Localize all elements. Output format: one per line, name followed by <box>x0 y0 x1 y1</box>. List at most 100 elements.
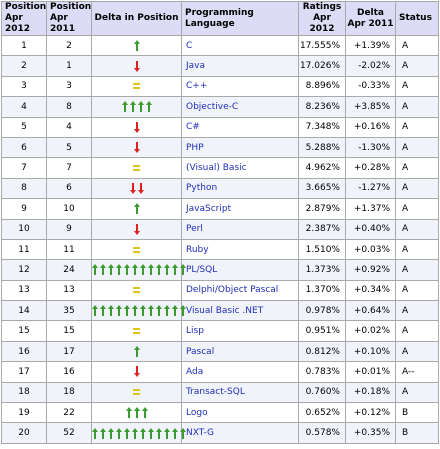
status-cell: A <box>395 34 439 57</box>
table-row: 2 1 Java 17.026% -2.02% A <box>1 55 439 77</box>
language-link[interactable]: Transact-SQL <box>181 381 299 404</box>
delta-icons <box>133 83 140 90</box>
delta-position-cell <box>91 75 182 98</box>
language-link[interactable]: C# <box>181 116 299 138</box>
delta-rating-cell: +3.85% <box>345 96 396 118</box>
table-row: 10 9 Perl 2.387% +0.40% A <box>1 218 439 240</box>
delta-position-cell <box>91 402 182 424</box>
table-row: 12 24 PL/SQL 1.373% +0.92% A <box>1 259 439 281</box>
rating-cell: 0.783% <box>298 361 346 383</box>
rating-cell: 0.578% <box>298 422 346 444</box>
language-link[interactable]: Delphi/Object Pascal <box>181 279 299 302</box>
position-2011-cell: 6 <box>46 177 92 200</box>
arrow-up-icon <box>172 305 178 317</box>
arrow-up-icon <box>164 264 170 276</box>
position-2011-cell: 5 <box>46 136 92 159</box>
position-2011-cell: 52 <box>46 422 92 444</box>
language-link[interactable]: Ada <box>181 361 299 383</box>
position-2012-cell: 15 <box>1 320 47 342</box>
status-cell: A <box>395 198 439 220</box>
arrow-up-icon <box>100 264 106 276</box>
delta-icons <box>125 407 148 419</box>
language-link[interactable]: Lisp <box>181 320 299 342</box>
language-link[interactable]: Java <box>181 55 299 77</box>
table-body: 1 2 C 17.555% +1.39% A 2 1 Java 17.026% -2.02% A 3 3 C… <box>1 34 439 444</box>
rating-cell: 0.812% <box>298 340 346 363</box>
arrow-up-icon <box>132 427 138 439</box>
table-row: 3 3 C++ 8.896% -0.33% A <box>1 75 439 98</box>
delta-rating-cell: -2.02% <box>345 55 396 77</box>
position-2012-cell: 20 <box>1 422 47 444</box>
delta-icons <box>92 305 186 317</box>
arrow-up-icon <box>108 427 114 439</box>
status-cell: A-- <box>395 361 439 383</box>
position-2012-cell: 13 <box>1 279 47 302</box>
language-link[interactable]: Pascal <box>181 340 299 363</box>
arrow-down-icon <box>133 142 140 154</box>
position-2012-cell: 9 <box>1 198 47 220</box>
table-row: 17 16 Ada 0.783% +0.01% A-- <box>1 361 439 383</box>
position-2011-cell: 4 <box>46 116 92 138</box>
status-cell: A <box>395 218 439 240</box>
table-row: 14 35 Visual Basic .NET 0.978% +0.64% A <box>1 300 439 322</box>
language-link[interactable]: Objective-C <box>181 96 299 118</box>
language-link[interactable]: Ruby <box>181 238 299 261</box>
language-link[interactable]: NXT-G <box>181 422 299 444</box>
position-2011-cell: 35 <box>46 300 92 322</box>
arrow-up-icon <box>121 101 128 113</box>
delta-position-cell <box>91 422 186 444</box>
status-cell: A <box>395 300 439 322</box>
status-cell: A <box>395 55 439 77</box>
arrow-up-icon <box>137 101 144 113</box>
position-2012-cell: 3 <box>1 75 47 98</box>
delta-position-cell <box>91 157 182 179</box>
arrow-up-icon <box>172 427 178 439</box>
arrow-up-icon <box>92 305 98 317</box>
arrow-up-icon <box>132 264 138 276</box>
delta-rating-cell: +1.37% <box>345 198 396 220</box>
language-link[interactable]: PL/SQL <box>181 259 299 281</box>
header-delta-position: Delta in Position <box>91 1 182 36</box>
arrow-up-icon <box>145 101 152 113</box>
table-row: 7 7 (Visual) Basic 4.962% +0.28% A <box>1 157 439 179</box>
arrow-up-icon <box>180 427 186 439</box>
delta-rating-cell: -0.33% <box>345 75 396 98</box>
delta-position-cell <box>91 55 182 77</box>
language-link[interactable]: (Visual) Basic <box>181 157 299 179</box>
rating-cell: 8.236% <box>298 96 346 118</box>
position-2011-cell: 8 <box>46 96 92 118</box>
language-link[interactable]: Python <box>181 177 299 200</box>
delta-position-cell <box>91 116 182 138</box>
delta-rating-cell: +0.10% <box>345 340 396 363</box>
language-link[interactable]: C <box>181 34 299 57</box>
status-cell: A <box>395 116 439 138</box>
table-row: 9 10 JavaScript 2.879% +1.37% A <box>1 198 439 220</box>
delta-icons <box>133 165 140 172</box>
position-2012-cell: 2 <box>1 55 47 77</box>
language-link[interactable]: Visual Basic .NET <box>181 300 299 322</box>
language-link[interactable]: JavaScript <box>181 198 299 220</box>
position-2012-cell: 4 <box>1 96 47 118</box>
arrow-up-icon <box>116 264 122 276</box>
language-link[interactable]: C++ <box>181 75 299 98</box>
position-2012-cell: 6 <box>1 136 47 159</box>
delta-rating-cell: +0.12% <box>345 402 396 424</box>
language-link[interactable]: Logo <box>181 402 299 424</box>
position-2011-cell: 18 <box>46 381 92 404</box>
arrow-up-icon <box>125 407 132 419</box>
position-2011-cell: 24 <box>46 259 92 281</box>
language-link[interactable]: PHP <box>181 136 299 159</box>
position-2011-cell: 13 <box>46 279 92 302</box>
table-row: 18 18 Transact-SQL 0.760% +0.18% A <box>1 381 439 404</box>
status-cell: A <box>395 177 439 200</box>
arrow-down-icon <box>133 366 140 378</box>
header-position-2012: Position Apr 2012 <box>1 1 47 36</box>
delta-rating-cell: +0.18% <box>345 381 396 404</box>
arrow-up-icon <box>124 427 130 439</box>
language-link[interactable]: Perl <box>181 218 299 240</box>
delta-position-cell <box>91 259 186 281</box>
table-row: 16 17 Pascal 0.812% +0.10% A <box>1 340 439 363</box>
table-row: 13 13 Delphi/Object Pascal 1.370% +0.34% A <box>1 279 439 302</box>
rating-cell: 5.288% <box>298 136 346 159</box>
delta-position-cell <box>91 361 182 383</box>
